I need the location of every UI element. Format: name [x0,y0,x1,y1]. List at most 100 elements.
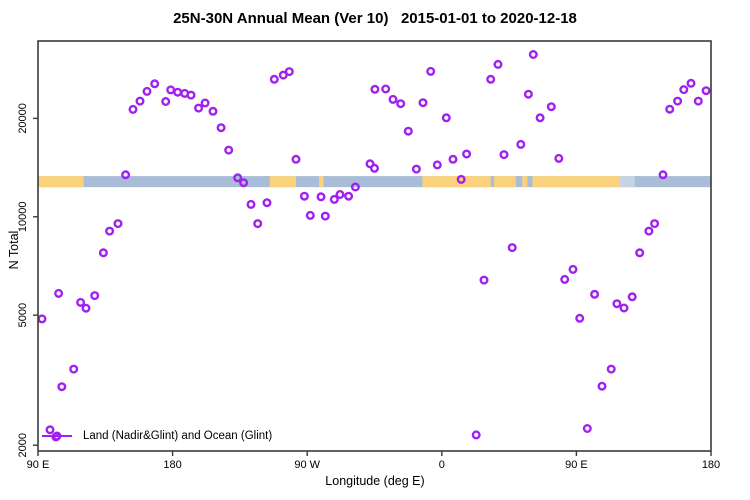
data-point [606,364,616,374]
data-point [546,102,556,112]
y-axis-label: N Total [7,230,21,270]
data-point [135,96,145,106]
data-point [486,74,496,84]
data-point [291,154,301,164]
data-point [381,84,391,94]
data-point [45,425,55,435]
data-point [650,219,660,229]
data-point [335,189,345,199]
data-point [316,192,326,202]
data-point [597,381,607,391]
map-strip-land [319,176,324,188]
data-point [113,219,123,229]
data-point [76,297,86,307]
map-strip-ocean [38,176,711,188]
data-point [679,85,689,95]
x-tick-label: 90 E [27,459,50,471]
data-point [98,248,108,258]
data-point [627,292,637,302]
data-point [462,149,472,159]
data-point [411,164,421,174]
data-point [269,74,279,84]
data-point [262,198,272,208]
data-point [686,78,696,88]
map-strip-shallow-ocean [620,176,635,188]
data-point [186,90,196,100]
data-point [105,226,115,236]
data-point [350,182,360,192]
data-point [344,191,354,201]
data-point [388,94,398,104]
data-point [507,243,517,253]
data-point [166,85,176,95]
data-point [590,289,600,299]
data-point [516,139,526,149]
map-strip-land [532,176,621,188]
data-point [239,178,249,188]
data-point [194,103,204,113]
data-point [456,174,466,184]
data-point [612,299,622,309]
data-point [253,219,263,229]
map-strip-land [38,176,84,188]
data-point [701,86,711,96]
y-tick-label: 10000 [17,201,29,232]
chart-title: 25N-30N Annual Mean (Ver 10) 2015-01-01 … [173,10,577,27]
x-tick-label: 90 E [565,459,588,471]
data-point [370,84,380,94]
data-point [37,314,47,324]
x-tick-label: 90 W [294,459,320,471]
data-point [619,303,629,313]
legend: Land (Nadir&Glint) and Ocean (Glint) [41,429,272,443]
data-point [471,430,481,440]
data-point [57,382,67,392]
data-point [441,113,451,123]
data-point [644,226,654,236]
plot-border [37,40,712,452]
y-tick-label: 2000 [17,433,29,457]
data-point [121,170,131,180]
x-tick-label: 0 [439,459,445,471]
data-point [224,145,234,155]
data-point [635,248,645,258]
data-point [479,275,489,285]
data-point [81,303,91,313]
map-strip-land [269,176,296,188]
data-point [69,364,79,374]
data-point [554,153,564,163]
data-point [396,99,406,109]
map-strip-land [493,176,516,188]
data-point [200,98,210,108]
data-point [499,150,509,160]
data-point [448,154,458,164]
y-tick-label: 5000 [17,303,29,327]
data-point [535,113,545,123]
data-point [299,191,309,201]
data-point [54,288,64,298]
data-point [493,59,503,69]
data-point [523,89,533,99]
data-point [560,274,570,284]
data-point [305,210,315,220]
legend-label: Land (Nadir&Glint) and Ocean (Glint) [83,430,273,442]
data-point [161,96,171,106]
data-point [370,163,380,173]
x-axis-label: Longitude (deg E) [325,474,425,488]
data-point [582,424,592,434]
data-point [90,291,100,301]
data-point [284,67,294,77]
map-strip-land [422,176,491,188]
map-strip-land [522,176,528,188]
data-point [528,50,538,60]
data-point [432,160,442,170]
y-tick-label: 20000 [17,103,29,134]
data-point [403,126,413,136]
data-point [365,159,375,169]
data-point [418,98,428,108]
data-point [320,211,330,221]
data-point [693,96,703,106]
x-tick-label: 180 [702,459,720,471]
data-point [426,66,436,76]
data-point [233,173,243,183]
